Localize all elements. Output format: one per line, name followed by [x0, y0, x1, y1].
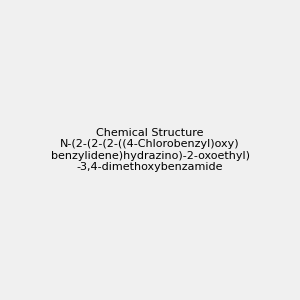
Text: Chemical Structure
N-(2-(2-(2-((4-Chlorobenzyl)oxy)
benzylidene)hydrazino)-2-oxo: Chemical Structure N-(2-(2-(2-((4-Chloro…: [50, 128, 250, 172]
